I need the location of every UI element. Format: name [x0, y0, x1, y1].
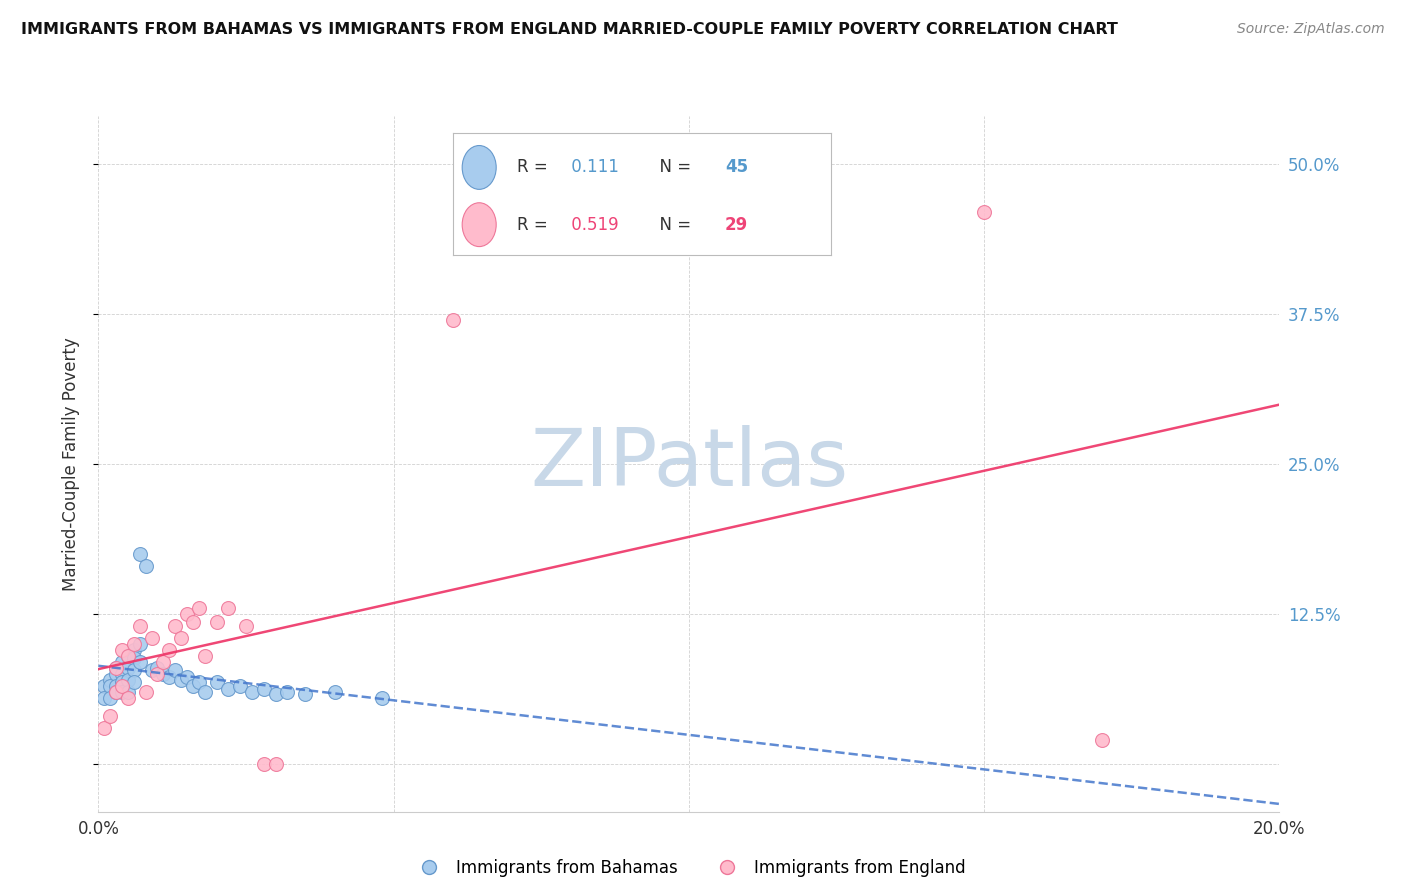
Legend: Immigrants from Bahamas, Immigrants from England: Immigrants from Bahamas, Immigrants from…: [405, 852, 973, 883]
Point: [176, 670, 198, 684]
Point: [264, 687, 287, 701]
Point: [157, 670, 180, 684]
Point: [141, 631, 163, 645]
Point: [117, 648, 139, 663]
Point: [105, 661, 128, 675]
Point: [240, 685, 263, 699]
Point: [253, 682, 276, 697]
Point: [235, 619, 257, 633]
Point: [122, 651, 145, 665]
Point: [98, 690, 121, 705]
Text: Source: ZipAtlas.com: Source: ZipAtlas.com: [1237, 22, 1385, 37]
Point: [135, 558, 157, 573]
Point: [294, 687, 316, 701]
Point: [217, 600, 239, 615]
Point: [441, 313, 464, 327]
Point: [181, 679, 204, 693]
Point: [194, 685, 217, 699]
Point: [105, 661, 128, 675]
Point: [111, 655, 134, 669]
Text: 29: 29: [725, 216, 748, 234]
Point: [122, 663, 145, 677]
Point: [217, 682, 239, 697]
Point: [187, 600, 209, 615]
Point: [98, 673, 121, 687]
Text: N =: N =: [650, 159, 696, 177]
Point: [111, 666, 134, 681]
Point: [165, 663, 187, 677]
Point: [152, 655, 174, 669]
Point: [98, 708, 121, 723]
Point: [93, 721, 115, 735]
Point: [323, 685, 346, 699]
Ellipse shape: [463, 202, 496, 246]
Point: [105, 685, 128, 699]
Text: N =: N =: [650, 216, 696, 234]
Point: [205, 675, 228, 690]
Point: [117, 685, 139, 699]
Point: [371, 690, 394, 705]
Point: [111, 642, 134, 657]
Text: ZIPatlas: ZIPatlas: [530, 425, 848, 503]
Point: [181, 615, 204, 630]
Point: [105, 679, 128, 693]
Point: [176, 607, 198, 621]
Point: [157, 642, 180, 657]
Point: [141, 663, 163, 677]
Point: [105, 685, 128, 699]
Point: [194, 648, 217, 663]
Text: 0.111: 0.111: [567, 159, 619, 177]
Point: [128, 637, 150, 651]
Point: [105, 666, 128, 681]
Point: [170, 631, 193, 645]
Point: [128, 655, 150, 669]
Point: [93, 679, 115, 693]
Point: [264, 756, 287, 771]
Text: IMMIGRANTS FROM BAHAMAS VS IMMIGRANTS FROM ENGLAND MARRIED-COUPLE FAMILY POVERTY: IMMIGRANTS FROM BAHAMAS VS IMMIGRANTS FR…: [21, 22, 1118, 37]
Point: [117, 648, 139, 663]
Point: [1091, 732, 1114, 747]
Y-axis label: Married-Couple Family Poverty: Married-Couple Family Poverty: [62, 337, 80, 591]
Text: 0.519: 0.519: [567, 216, 619, 234]
Point: [111, 675, 134, 690]
Point: [128, 619, 150, 633]
Point: [122, 675, 145, 690]
Point: [93, 690, 115, 705]
Point: [229, 679, 252, 693]
Point: [187, 675, 209, 690]
Point: [117, 673, 139, 687]
Point: [128, 547, 150, 561]
Point: [111, 685, 134, 699]
Point: [276, 685, 298, 699]
Point: [146, 661, 169, 675]
Point: [205, 615, 228, 630]
Point: [98, 679, 121, 693]
Text: R =: R =: [517, 216, 553, 234]
Point: [152, 666, 174, 681]
Point: [253, 756, 276, 771]
Point: [117, 661, 139, 675]
Point: [135, 685, 157, 699]
Point: [170, 673, 193, 687]
Point: [117, 690, 139, 705]
Ellipse shape: [463, 145, 496, 189]
Point: [122, 637, 145, 651]
Text: R =: R =: [517, 159, 553, 177]
Point: [111, 679, 134, 693]
Point: [146, 666, 169, 681]
Point: [973, 205, 995, 219]
Text: 45: 45: [725, 159, 748, 177]
Point: [165, 619, 187, 633]
Point: [122, 642, 145, 657]
